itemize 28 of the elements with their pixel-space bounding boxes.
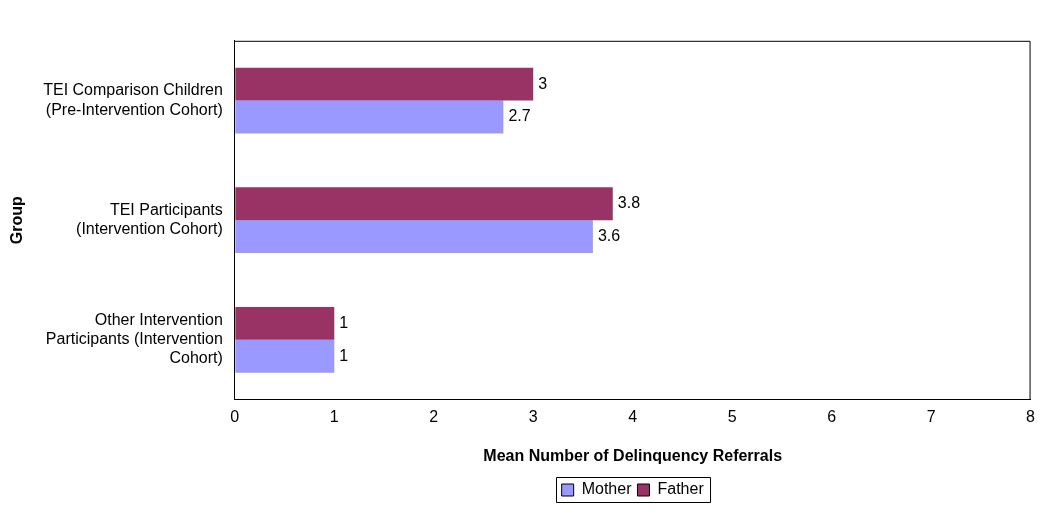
x-tick-label: 2 [429, 407, 439, 425]
x-tick-label: 1 [329, 407, 339, 425]
x-tick-label: 5 [727, 407, 737, 425]
data-label: 2.7 [508, 107, 531, 125]
legend-label: Mother [581, 480, 633, 498]
bar [235, 339, 335, 373]
x-tick-label: 8 [1026, 407, 1036, 425]
y-axis-title: Group [8, 195, 26, 245]
y-tick-label: TEI Comparison Children (Pre-Intervention Cohort) [43, 81, 223, 118]
bar [235, 220, 593, 254]
bar [235, 306, 335, 340]
bar [235, 100, 504, 134]
bar [235, 187, 613, 221]
legend-label: Father [657, 480, 705, 498]
data-label: 1 [339, 346, 349, 364]
x-tick-label: 0 [230, 407, 240, 425]
bar [235, 67, 534, 101]
x-tick-label: 3 [528, 407, 538, 425]
data-label: 3 [538, 74, 548, 92]
data-label: 3.6 [597, 227, 621, 245]
x-axis-title: Mean Number of Delinquency Referrals [483, 446, 783, 464]
data-label: 1 [339, 313, 349, 331]
x-tick-label: 6 [827, 407, 837, 425]
x-tick-label: 7 [926, 407, 936, 425]
x-tick-label: 4 [628, 407, 638, 425]
y-tick-label: Other Intervention Participants (Intervention Cohort) [45, 311, 223, 367]
y-tick-label: TEI Participants (Intervention Cohort) [76, 201, 223, 238]
data-label: 3.8 [617, 194, 641, 212]
